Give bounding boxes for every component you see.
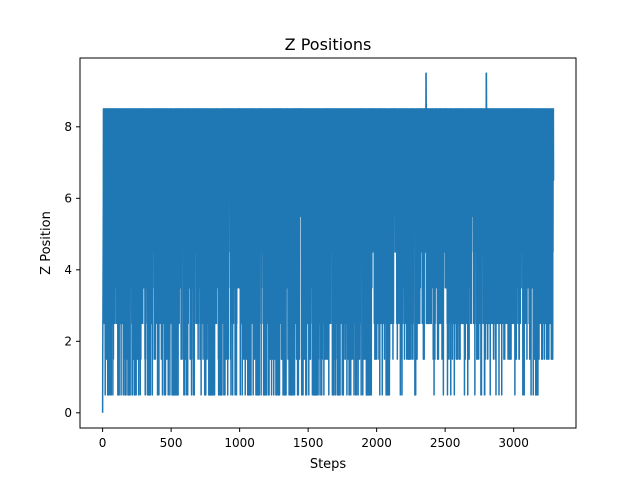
x-tick-label: 1000 <box>224 436 255 450</box>
chart-title: Z Positions <box>285 35 372 54</box>
x-axis-label: Steps <box>310 457 347 472</box>
y-tick-label: 8 <box>64 120 72 134</box>
x-tick-label: 1500 <box>293 436 324 450</box>
y-tick-label: 0 <box>64 406 72 420</box>
series-layer <box>101 72 555 413</box>
y-axis: 0 2 4 6 8 <box>64 120 80 420</box>
y-tick-label: 6 <box>64 191 72 205</box>
x-tick-label: 3000 <box>498 436 529 450</box>
y-axis-label: Z Position <box>39 211 54 275</box>
z-position-series-line <box>101 72 555 413</box>
y-tick-label: 2 <box>64 334 72 348</box>
x-axis: 0 500 1000 1500 2000 2500 3000 <box>99 428 529 450</box>
plot-frame <box>79 57 577 429</box>
x-tick-label: 2000 <box>361 436 392 450</box>
x-tick-label: 0 <box>99 436 107 450</box>
y-tick-label: 4 <box>64 263 72 277</box>
x-tick-label: 500 <box>160 436 183 450</box>
x-tick-label: 2500 <box>430 436 461 450</box>
